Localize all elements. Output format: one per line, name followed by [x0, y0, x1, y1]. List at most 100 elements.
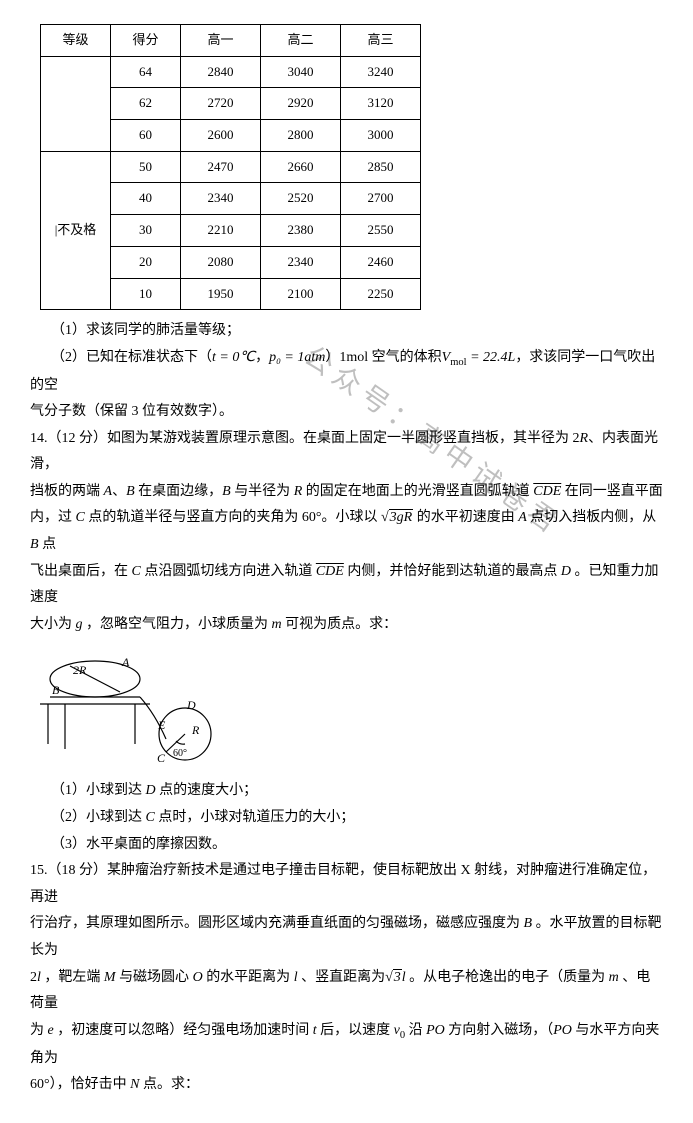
text: 与磁场圆心	[116, 970, 193, 985]
q14-line4: 飞出桌面后，在 C 点沿圆弧切线方向进入轨道 CDE 内侧，并恰好能到达轨道的最…	[30, 559, 663, 612]
lbl-C: C	[157, 751, 166, 765]
lbl-2R: 2R	[73, 663, 87, 677]
table-row: |不及格 50 2470 2660 2850	[41, 151, 421, 183]
cell: 2340	[181, 183, 261, 215]
formula-sqrt3l: √3l	[385, 969, 406, 985]
text: 挡板的两端	[30, 484, 104, 499]
cell: 2520	[261, 183, 341, 215]
var-PO2: PO	[553, 1023, 572, 1038]
text: 点。求：	[139, 1077, 199, 1092]
q14-p1: （1）小球到达 D 点的速度大小；	[30, 778, 663, 805]
cell: 2250	[341, 278, 421, 310]
sqrt-val: 3	[393, 969, 402, 985]
th-g3: 高三	[341, 25, 421, 57]
cell: 3120	[341, 88, 421, 120]
text: 为	[30, 1023, 48, 1038]
text: 点切入挡板内侧，从	[527, 510, 657, 525]
formula-t: t = 0℃	[212, 350, 255, 365]
q14-p3: （3）水平桌面的摩擦因数。	[30, 832, 663, 859]
cell: 3040	[261, 56, 341, 88]
var-m2: m	[609, 970, 619, 985]
var-R2: R	[294, 484, 303, 499]
cell: 3000	[341, 120, 421, 152]
var-O: O	[193, 970, 203, 985]
var-C3: C	[146, 810, 155, 825]
text: 方向射入磁场，（	[445, 1023, 554, 1038]
cell: 10	[111, 278, 181, 310]
sqrt-val: 3gR	[389, 509, 414, 525]
lbl-B: B	[52, 683, 60, 697]
cell: 2600	[181, 120, 261, 152]
cell: 2920	[261, 88, 341, 120]
eq: = 22.4L	[467, 350, 516, 365]
th-g2: 高二	[261, 25, 341, 57]
var-B: B	[126, 484, 135, 499]
var-Bmag: B	[524, 916, 533, 931]
formula-vmol: Vmol = 22.4L	[442, 350, 516, 365]
text: 点	[39, 537, 57, 552]
var-m: m	[272, 617, 282, 632]
cell: 62	[111, 88, 181, 120]
text: 沿	[405, 1023, 426, 1038]
q14-line1: 14.（12 分）如图为某游戏装置原理示意图。在桌面上固定一半圆形竖直挡板，其半…	[30, 426, 663, 479]
var-g: g	[76, 617, 83, 632]
text: 大小为	[30, 617, 76, 632]
q15-line1: 15.（18 分）某肿瘤治疗新技术是通过电子撞击目标靶，使目标靶放出 X 射线，…	[30, 858, 663, 911]
q14-diagram: 2R A B D E R C 60°	[40, 644, 240, 774]
text: 的水平初速度由	[413, 510, 518, 525]
var-C: C	[76, 510, 85, 525]
text: 2	[30, 970, 37, 985]
text: 内，过	[30, 510, 76, 525]
cell: 2800	[261, 120, 341, 152]
text: （1）小球到达	[51, 783, 146, 798]
text: 14.（12 分）如图为某游戏装置原理示意图。在桌面上固定一半圆形竖直挡板，其半…	[30, 431, 580, 446]
cell: 2380	[261, 215, 341, 247]
text: 内侧，并恰好能到达轨道的最高点	[344, 564, 561, 579]
text: 点时，小球对轨道压力的大小；	[155, 810, 355, 825]
score-table: 等级 得分 高一 高二 高三 64 2840 3040 3240 62 2720…	[40, 24, 421, 310]
var-D2: D	[146, 783, 156, 798]
text: 飞出桌面后，在	[30, 564, 132, 579]
q14-line3: 内，过 C 点的轨道半径与竖直方向的夹角为 60°。小球以 √3gR 的水平初速…	[30, 505, 663, 558]
text: 在桌面边缘，	[135, 484, 223, 499]
cell: 2080	[181, 246, 261, 278]
table-header-row: 等级 得分 高一 高二 高三	[41, 25, 421, 57]
text: 、竖直距离为	[298, 970, 386, 985]
q14-line5: 大小为 g ，忽略空气阻力，小球质量为 m 可视为质点。求：	[30, 612, 663, 639]
var-M: M	[104, 970, 116, 985]
cell: 60	[111, 120, 181, 152]
cell: 2720	[181, 88, 261, 120]
var-D: D	[561, 564, 571, 579]
cell: 2550	[341, 215, 421, 247]
text: 的固定在地面上的光滑竖直圆弧轨道	[302, 484, 533, 499]
var-B2: B	[222, 484, 231, 499]
text: 60°），恰好击中	[30, 1077, 130, 1092]
th-score: 得分	[111, 25, 181, 57]
th-g1: 高一	[181, 25, 261, 57]
formula-p0: p₀ = 1atm	[269, 350, 325, 365]
formula-sqrt: √3gR	[381, 509, 413, 525]
cell: 1950	[181, 278, 261, 310]
var-R: R	[580, 431, 589, 446]
cell: 50	[111, 151, 181, 183]
cell: 2470	[181, 151, 261, 183]
text: 点沿圆弧切线方向进入轨道	[141, 564, 316, 579]
cell: 2210	[181, 215, 261, 247]
text: 、	[112, 484, 126, 499]
var-C2: C	[132, 564, 141, 579]
text: ，	[255, 350, 269, 365]
text: ，初速度可以忽略）经匀强电场加速时间	[54, 1023, 313, 1038]
cell: 2340	[261, 246, 341, 278]
cell-fail-level: |不及格	[41, 151, 111, 309]
text: 。从电子枪逸出的电子（质量为	[406, 970, 609, 985]
var-A: A	[104, 484, 113, 499]
q1-part2: （2）已知在标准状态下（t = 0℃，p₀ = 1atm）1mol 空气的体积V…	[30, 345, 663, 399]
text: 后，以速度	[317, 1023, 394, 1038]
cell: 3240	[341, 56, 421, 88]
arc-CDE: CDE	[533, 484, 561, 499]
lbl-D: D	[186, 698, 196, 712]
v: V	[442, 350, 451, 365]
cell-blank-level	[41, 56, 111, 151]
q15-line3: 2l ，靶左端 M 与磁场圆心 O 的水平距离为 l 、竖直距离为√3l 。从电…	[30, 965, 663, 1018]
sub: mol	[450, 357, 466, 368]
